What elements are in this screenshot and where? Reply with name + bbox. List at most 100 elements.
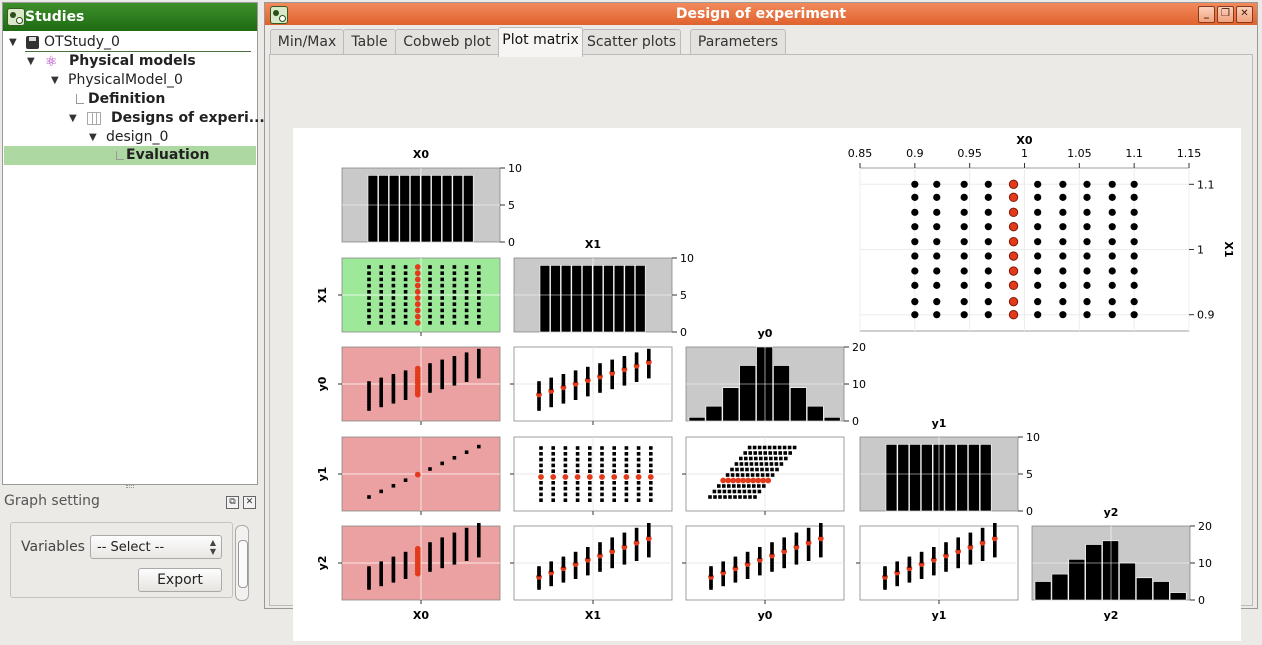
data-point: [428, 562, 432, 567]
float-dock-icon[interactable]: ⧉: [226, 496, 239, 509]
data-point: [367, 407, 371, 411]
data-point: [477, 533, 481, 537]
data-point: [733, 559, 738, 563]
expand-arrow-icon[interactable]: ▼: [51, 75, 59, 86]
tab-min-max[interactable]: Min/Max: [270, 29, 344, 56]
data-point: [769, 456, 773, 461]
tree-item-evaluation[interactable]: Evaluation: [126, 146, 209, 165]
data-point: [1034, 298, 1042, 306]
column-axis-label: y2: [1104, 609, 1119, 622]
data-point: [944, 562, 948, 567]
y-tick-label: 1: [1197, 244, 1204, 257]
data-point: [403, 314, 408, 319]
tab-parameters[interactable]: Parameters: [690, 29, 786, 56]
data-point: [634, 375, 639, 380]
data-point: [549, 566, 553, 570]
tab-scatter-plots[interactable]: Scatter plots: [582, 29, 681, 56]
data-point: [464, 544, 469, 548]
data-point: [379, 566, 383, 570]
tab-table[interactable]: Table: [343, 29, 396, 56]
data-point: [561, 576, 566, 581]
selected-point: [740, 477, 747, 484]
tab-cobweb-plot[interactable]: Cobweb plot: [395, 29, 499, 56]
data-point: [740, 467, 744, 472]
data-point: [367, 384, 371, 388]
data-point: [610, 382, 614, 387]
data-point: [956, 537, 960, 541]
graph-setting-scrollbar[interactable]: [235, 525, 249, 601]
data-point: [752, 489, 757, 494]
data-point: [403, 370, 408, 374]
expand-arrow-icon[interactable]: ▼: [9, 37, 17, 48]
data-point: [563, 452, 568, 456]
data-point: [428, 553, 432, 558]
data-point: [727, 489, 732, 494]
data-point: [737, 489, 742, 494]
data-point: [403, 396, 408, 400]
expand-arrow-icon[interactable]: ▼: [89, 132, 97, 143]
data-point: [573, 570, 578, 574]
plot-cell-X1-X0: [338, 257, 501, 336]
data-point: [367, 290, 371, 294]
minimize-icon[interactable]: _: [1198, 6, 1215, 23]
data-point: [440, 379, 444, 384]
data-point: [575, 486, 580, 491]
histogram-bar: [1051, 573, 1069, 601]
data-point: [464, 355, 469, 359]
data-point: [367, 277, 371, 282]
tree-line: [76, 94, 77, 103]
data-point: [794, 551, 799, 556]
splitter-handle[interactable]: [126, 485, 134, 488]
data-point: [477, 314, 481, 319]
data-point: [984, 267, 992, 275]
data-point: [956, 555, 960, 560]
data-point: [767, 445, 772, 450]
data-point: [944, 542, 948, 546]
selected-point: [765, 477, 772, 484]
data-point: [598, 368, 602, 373]
data-point: [933, 311, 941, 319]
data-point: [428, 368, 432, 373]
data-point: [537, 581, 541, 586]
data-point: [932, 571, 936, 576]
data-point: [367, 575, 371, 579]
tab-plot-matrix[interactable]: Plot matrix: [498, 27, 583, 57]
data-point: [440, 271, 444, 275]
variables-select[interactable]: -- Select -- ▲ ▼: [90, 535, 222, 559]
data-point: [464, 550, 469, 555]
plot-matrix-svg[interactable]: 0 5 10 X0 0 5 10 X1 0 10 20 y0 0 5 10 y1 0 10 20 y2 X1 y0 y1 y2…: [293, 128, 1241, 641]
histogram-bar: [410, 175, 421, 243]
data-point: [745, 559, 750, 564]
data-point: [477, 265, 481, 269]
data-point: [549, 563, 553, 568]
scrollbar-thumb[interactable]: [238, 540, 248, 588]
tree-item-definition[interactable]: Definition: [88, 90, 165, 109]
data-point: [794, 542, 799, 546]
histogram-bar: [956, 444, 968, 512]
histogram-bar: [932, 444, 945, 512]
tree-item-label: design_0: [106, 129, 169, 145]
data-point: [561, 379, 566, 384]
data-point: [721, 580, 725, 584]
export-button[interactable]: Export: [138, 568, 222, 592]
data-point: [403, 373, 408, 377]
data-point: [760, 473, 765, 477]
data-point: [452, 321, 457, 325]
selected-point: [414, 270, 421, 277]
restore-icon[interactable]: ❐: [1217, 6, 1234, 23]
expand-arrow-icon[interactable]: ▼: [27, 56, 35, 67]
close-window-icon[interactable]: ✕: [1236, 6, 1253, 23]
data-point: [575, 446, 580, 450]
data-point: [464, 554, 469, 558]
data-point: [600, 492, 604, 497]
x-tick-label: 0.95: [957, 147, 982, 160]
data-point: [367, 321, 371, 325]
selected-point: [805, 539, 812, 546]
histogram-bar: [1152, 581, 1170, 601]
data-point: [428, 366, 432, 370]
close-dock-icon[interactable]: ✕: [243, 496, 256, 509]
data-point: [549, 403, 553, 408]
data-point: [428, 380, 432, 385]
expand-arrow-icon[interactable]: ▼: [69, 113, 77, 124]
data-point: [539, 452, 543, 456]
